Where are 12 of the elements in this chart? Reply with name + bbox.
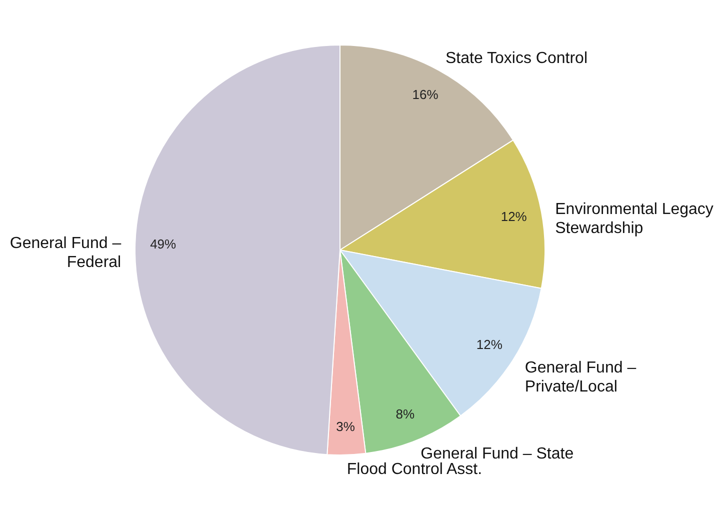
slice-label: Environmental Legacy Stewardship: [555, 200, 714, 237]
slice-label: General Fund – Private/Local: [524, 359, 636, 396]
slice-label: General Fund – State: [420, 446, 574, 463]
data-label: 49%: [150, 236, 177, 252]
slice-label: State Toxics Control: [446, 50, 588, 68]
data-label: 12%: [500, 208, 528, 224]
data-label: 12%: [476, 336, 503, 352]
data-label: 8%: [396, 406, 415, 422]
slice-label: Flood Control Asst.: [346, 460, 482, 478]
data-label: 3%: [336, 418, 356, 434]
data-label: 16%: [412, 86, 439, 102]
slice-label: General Fund – Federal: [10, 235, 122, 272]
